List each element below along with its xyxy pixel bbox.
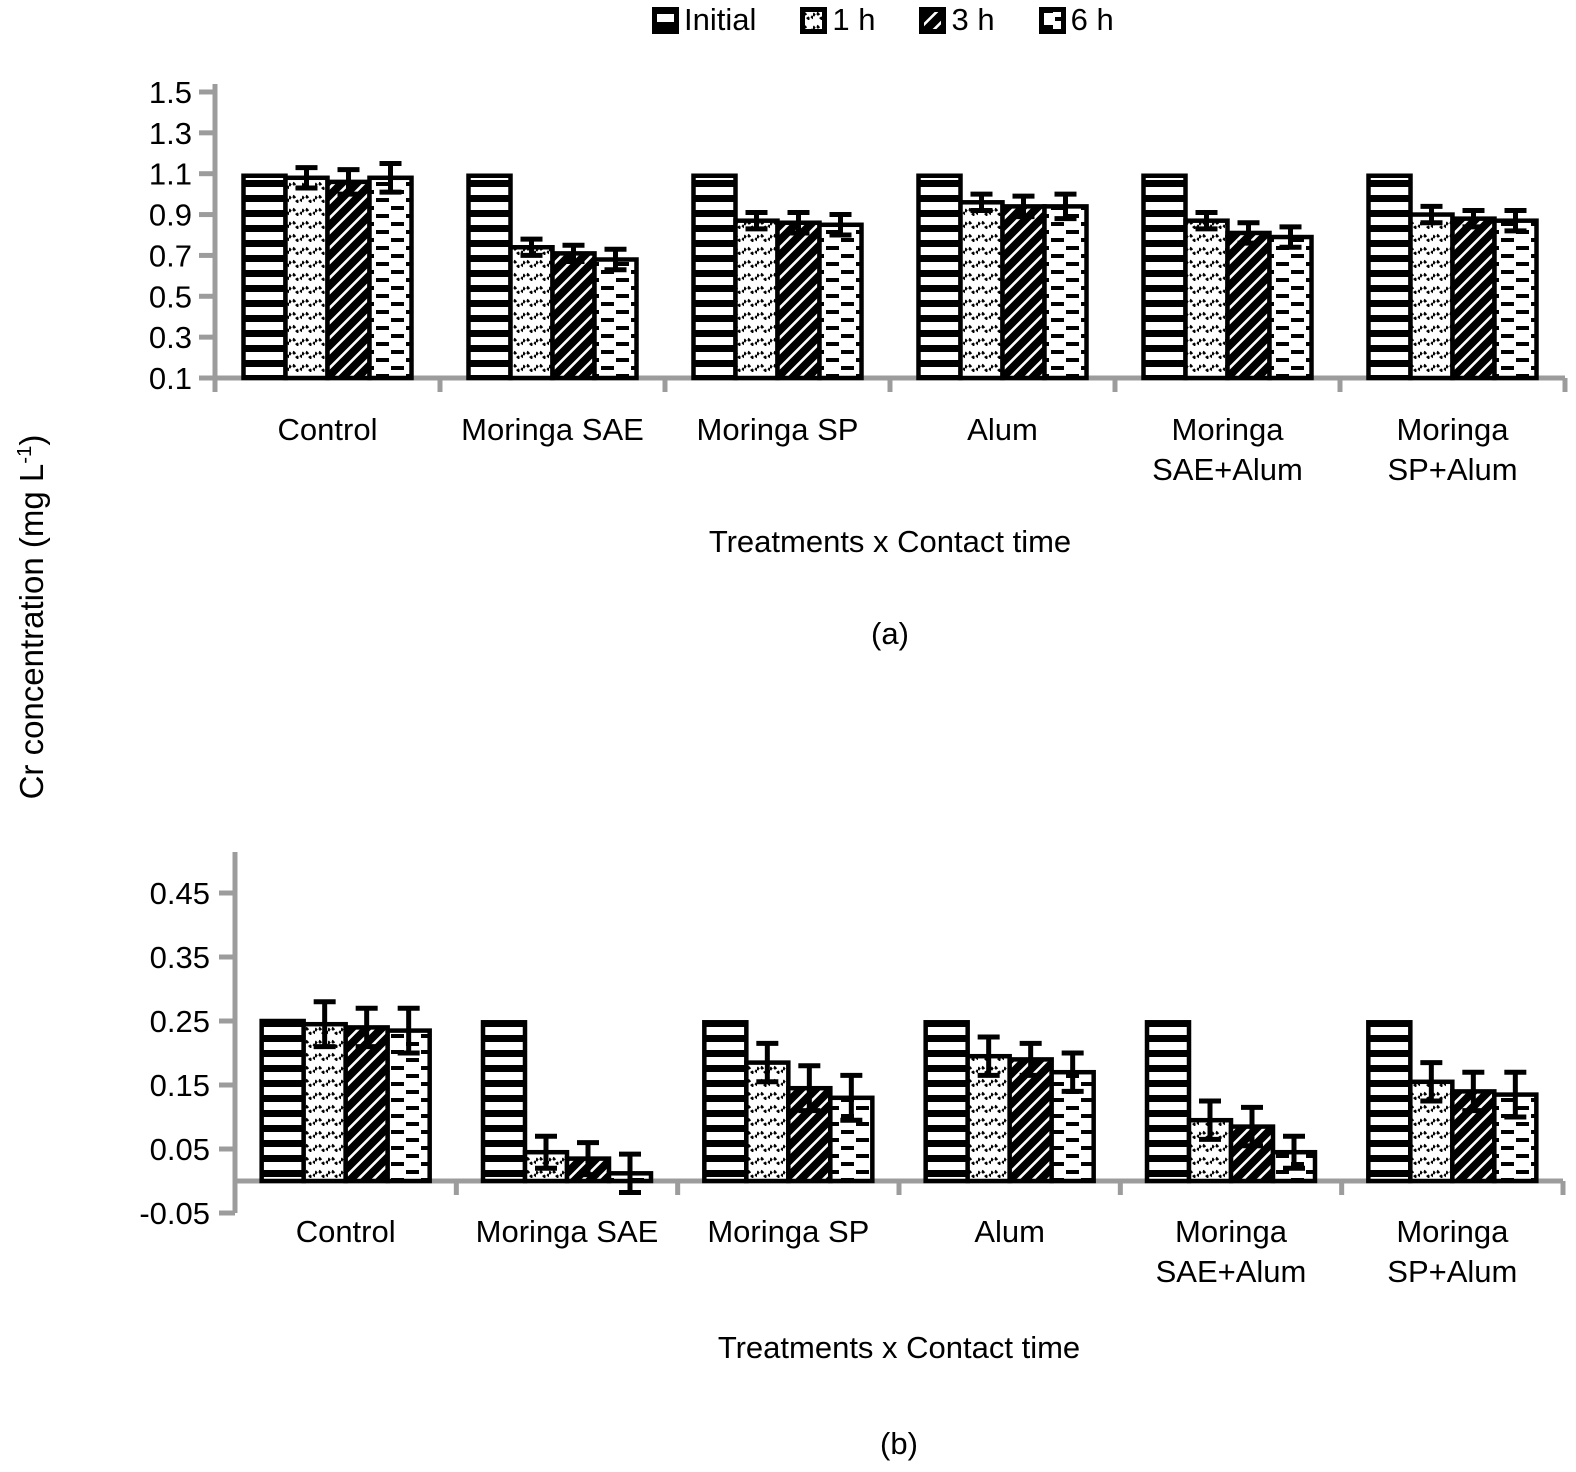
bar bbox=[1408, 212, 1455, 381]
bar bbox=[367, 175, 414, 381]
category-label: Alum bbox=[974, 1214, 1045, 1249]
bar bbox=[1144, 1020, 1192, 1184]
panel-label-b: (b) bbox=[880, 1426, 918, 1461]
panel-label-a: (a) bbox=[871, 616, 909, 651]
bar bbox=[1267, 234, 1314, 381]
category-label: Moringa SAE bbox=[476, 1214, 659, 1249]
legend-item: Initial bbox=[652, 2, 756, 38]
category-label: SP+Alum bbox=[1387, 1254, 1517, 1289]
category-label: Alum bbox=[967, 412, 1038, 447]
legend-item-label: 6 h bbox=[1070, 2, 1114, 37]
y-tick-label: 0.45 bbox=[150, 876, 210, 911]
legend-item: 1 h bbox=[800, 2, 875, 38]
legend: Initial 1 h 3 h 6 h bbox=[652, 2, 1114, 38]
bar bbox=[1366, 1020, 1413, 1184]
y-tick-label: 0.1 bbox=[149, 361, 192, 396]
bar bbox=[283, 175, 330, 381]
bar bbox=[958, 200, 1005, 381]
category-label: Moringa bbox=[1172, 412, 1285, 447]
bar bbox=[480, 1020, 528, 1184]
legend-item-label: 3 h bbox=[951, 2, 995, 37]
y-tick-label: 0.7 bbox=[149, 238, 192, 273]
category-label: Moringa SP bbox=[697, 412, 859, 447]
bar bbox=[550, 251, 597, 381]
category-label: SAE+Alum bbox=[1156, 1254, 1307, 1289]
chart-panel-a: 0.1 0.3 0.5 0.7 0.9 1.1 1.3 1.5 Control Moringa S… bbox=[120, 60, 1576, 525]
y-tick-label: 1.5 bbox=[149, 75, 192, 110]
y-tick-label: 0.05 bbox=[150, 1132, 210, 1167]
bar bbox=[1450, 216, 1497, 381]
bar bbox=[733, 218, 780, 381]
bar bbox=[241, 173, 288, 381]
legend-item: 3 h bbox=[919, 2, 995, 38]
bar bbox=[1225, 230, 1272, 381]
bar bbox=[325, 179, 372, 381]
legend-swatch-icon bbox=[1038, 6, 1066, 34]
bar bbox=[508, 244, 555, 381]
y-axis-label: Cr concentration (mg L-1) bbox=[13, 435, 51, 800]
legend-swatch-icon bbox=[800, 6, 828, 34]
bar bbox=[916, 173, 963, 381]
chart-a-x-axis-title: Treatments x Contact time bbox=[708, 524, 1072, 559]
y-tick-label: 0.15 bbox=[150, 1068, 210, 1103]
bar bbox=[385, 1028, 432, 1184]
y-axis-label-text: Cr concentration (mg L bbox=[13, 463, 50, 800]
bar bbox=[817, 222, 864, 381]
y-tick-label: 0.3 bbox=[149, 320, 192, 355]
y-tick-label: 0.35 bbox=[150, 940, 210, 975]
bar bbox=[343, 1025, 390, 1184]
bar bbox=[1366, 173, 1413, 381]
chart-panel-b: -0.05 0.05 0.15 0.25 0.35 0.45 Control Moringa … bbox=[120, 840, 1576, 1315]
bar bbox=[1042, 204, 1089, 381]
category-label: Moringa SAE bbox=[461, 412, 644, 447]
y-tick-label: 1.3 bbox=[149, 116, 192, 151]
category-label: Moringa SP bbox=[707, 1214, 869, 1249]
category-label: Moringa bbox=[1396, 1214, 1509, 1249]
chart-a-plot: 0.1 0.3 0.5 0.7 0.9 1.1 1.3 1.5 Control Moringa S… bbox=[149, 75, 1568, 487]
bar bbox=[702, 1020, 749, 1184]
y-tick-label: 1.1 bbox=[149, 157, 192, 192]
bar bbox=[259, 1018, 306, 1184]
bar bbox=[923, 1020, 970, 1184]
bar bbox=[466, 173, 513, 381]
legend-swatch-icon bbox=[919, 6, 947, 34]
legend-item: 6 h bbox=[1038, 2, 1114, 38]
category-label: Control bbox=[296, 1214, 396, 1249]
category-label: SAE+Alum bbox=[1152, 452, 1303, 487]
category-label: Moringa bbox=[1175, 1214, 1288, 1249]
bar bbox=[1000, 204, 1047, 381]
bar bbox=[592, 257, 639, 381]
chart-b-plot: -0.05 0.05 0.15 0.25 0.35 0.45 Control Moringa … bbox=[139, 852, 1566, 1289]
legend-item-label: Initial bbox=[684, 2, 757, 37]
y-tick-label: 0.25 bbox=[150, 1004, 210, 1039]
y-tick-label: 0.9 bbox=[149, 198, 192, 233]
category-label: Control bbox=[278, 412, 378, 447]
legend-swatch-icon bbox=[652, 6, 679, 34]
bar bbox=[691, 173, 738, 381]
legend-item-label: 1 h bbox=[832, 2, 876, 37]
y-tick-label: 0.5 bbox=[149, 279, 192, 314]
bar bbox=[1492, 218, 1539, 381]
category-label: SP+Alum bbox=[1387, 452, 1517, 487]
category-label: Moringa bbox=[1397, 412, 1510, 447]
bar bbox=[1183, 218, 1230, 381]
chart-b-x-axis-title: Treatments x Contact time bbox=[717, 1330, 1081, 1365]
y-axis-label-superscript: -1 bbox=[13, 445, 36, 464]
bar bbox=[1141, 173, 1188, 381]
y-tick-label: -0.05 bbox=[139, 1196, 210, 1231]
bar bbox=[775, 220, 822, 381]
y-axis-label-suffix: ) bbox=[13, 434, 50, 446]
